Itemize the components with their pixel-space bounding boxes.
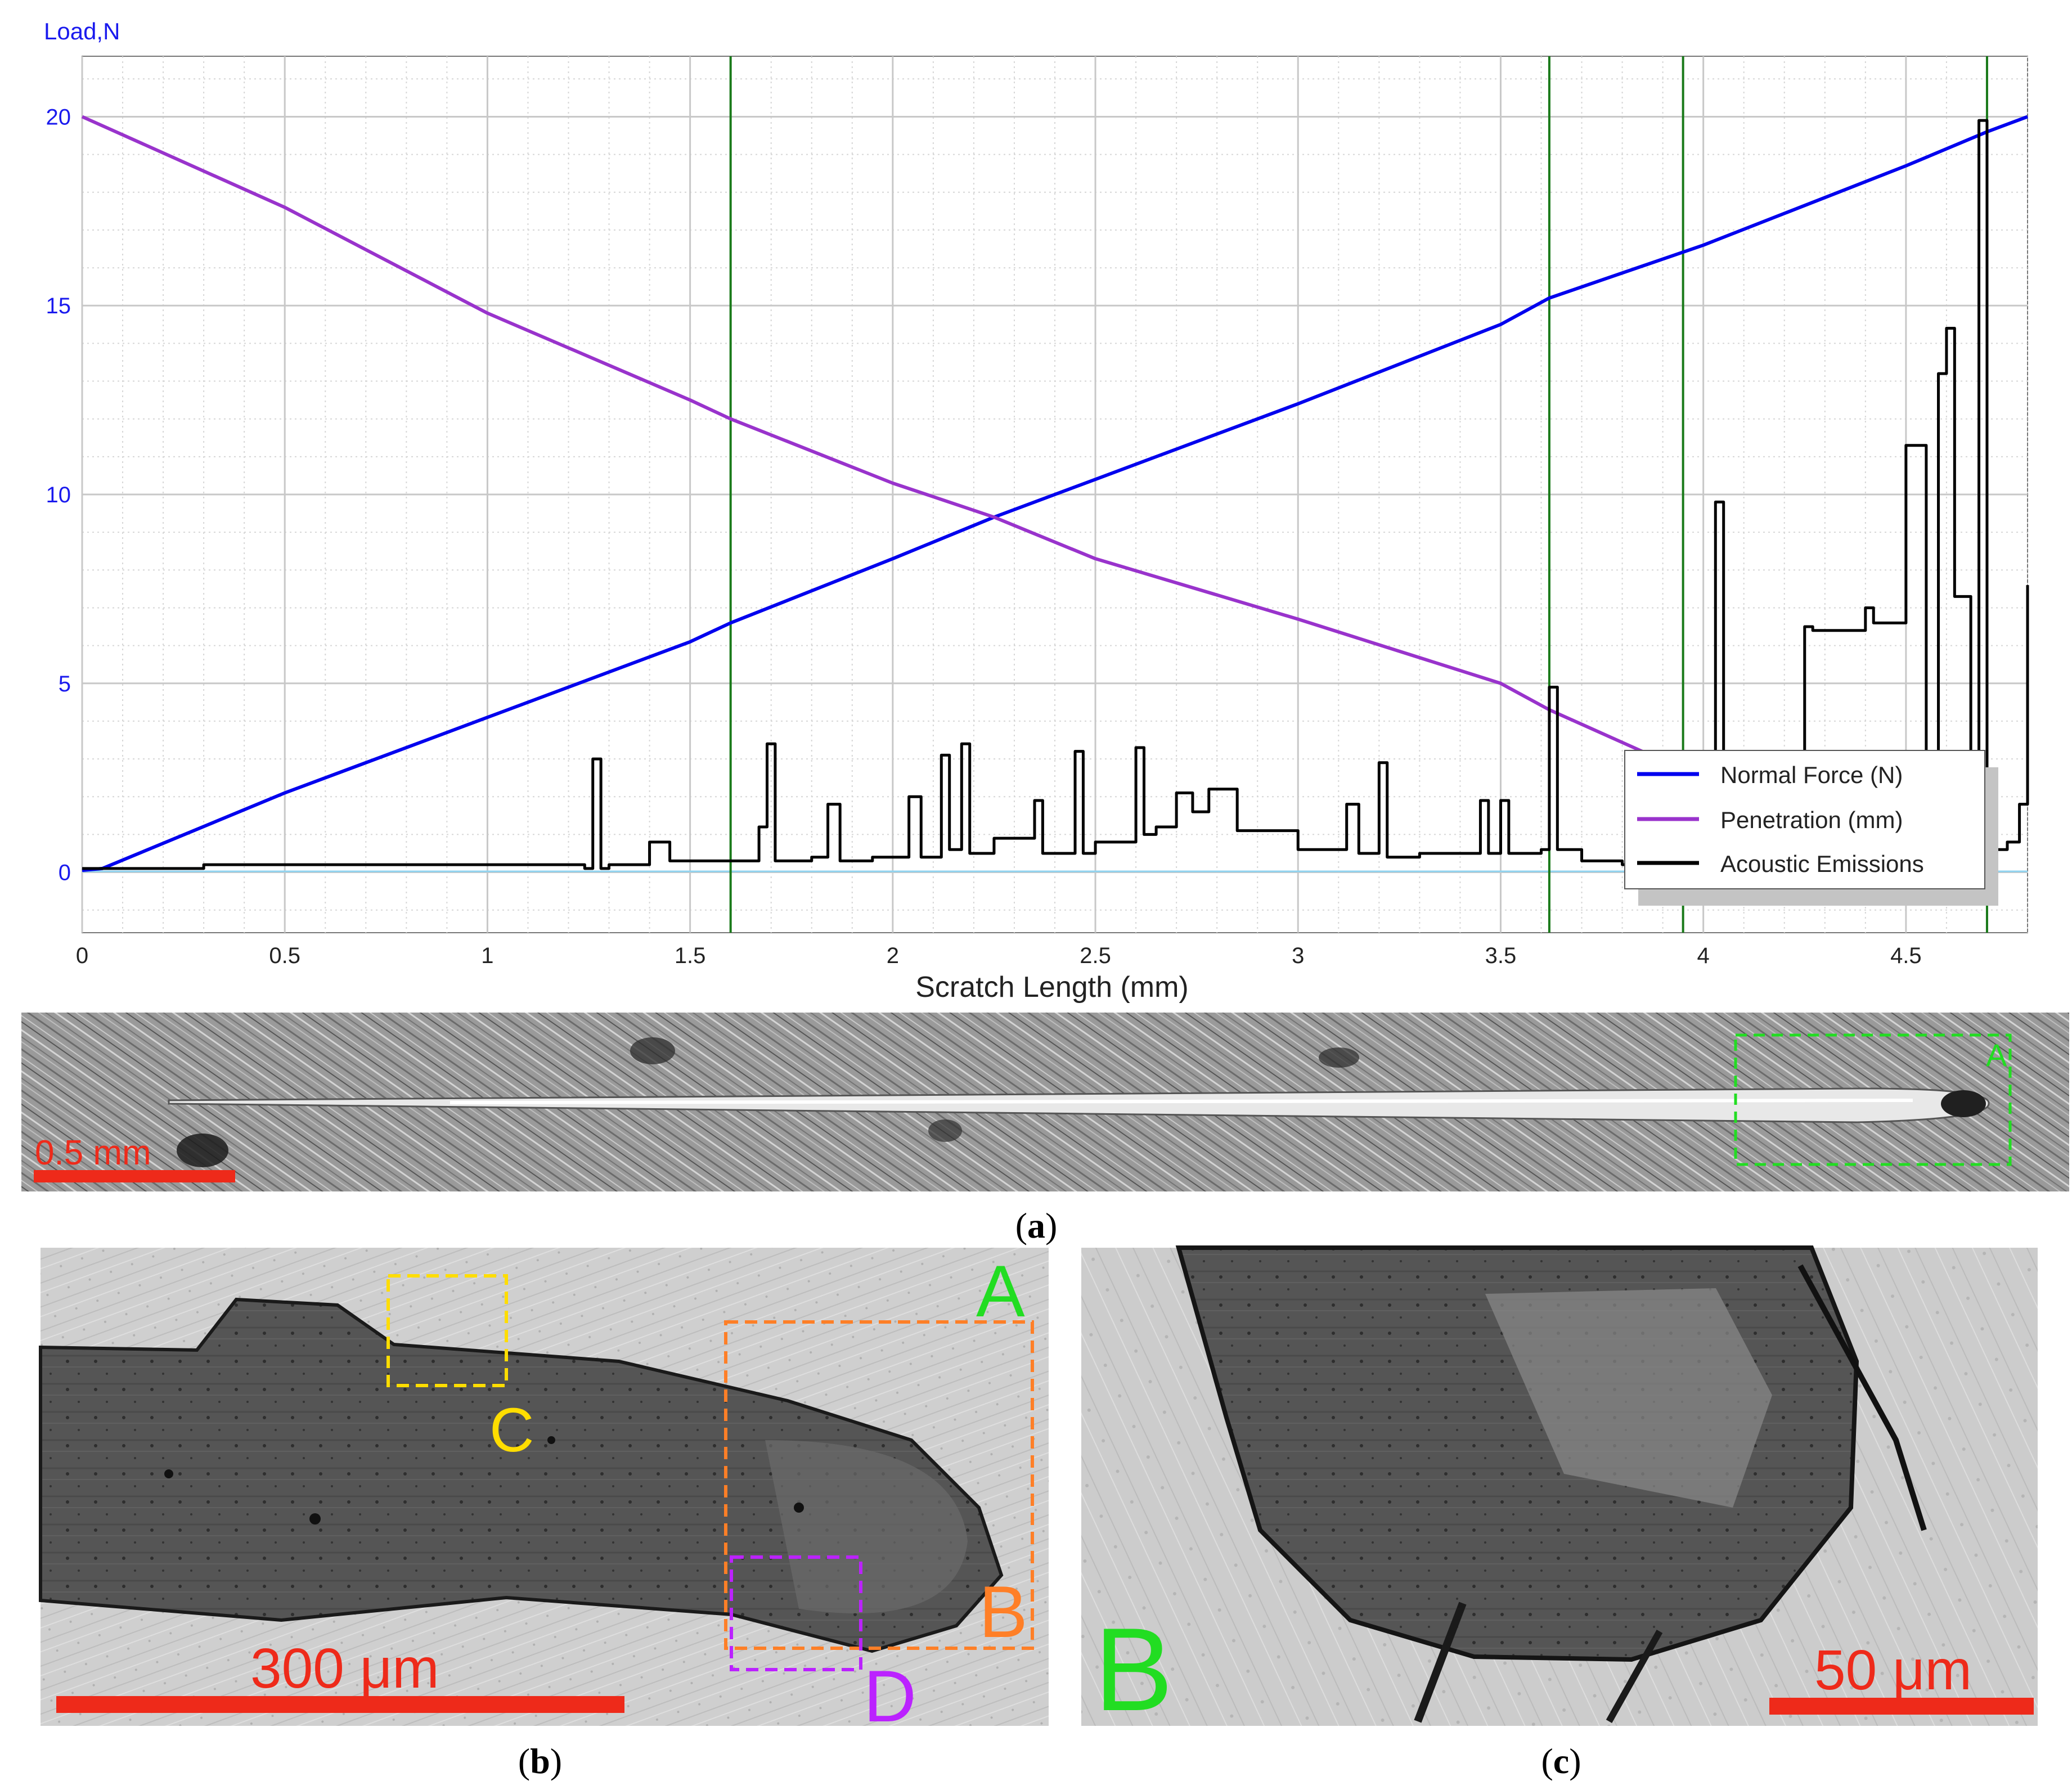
- x-tick-label: 1: [481, 943, 493, 968]
- sem-b-scratch-track: [39, 1297, 1004, 1653]
- sem-c-region-label: B: [1094, 1603, 1173, 1735]
- legend-label-penetration: Penetration (mm): [1720, 807, 1903, 833]
- sem-b-scale-text: 300 μm: [250, 1637, 439, 1700]
- y-tick-label: 15: [46, 294, 71, 318]
- x-tick-label: 3: [1292, 943, 1304, 968]
- region-c-box: [386, 1274, 508, 1387]
- sem-image-b: C B A D 300 μm: [39, 1248, 1049, 1737]
- scratch-track-center: [450, 1099, 1913, 1104]
- sem-c-crack: [1414, 1602, 1467, 1723]
- optical-scale-bar: [34, 1170, 235, 1182]
- sem-b-pore: [164, 1469, 173, 1478]
- sem-b-pore: [794, 1503, 804, 1513]
- x-tick-label: 0: [76, 943, 88, 968]
- x-tick-label: 4.5: [1890, 943, 1922, 968]
- sem-b-scratch-tip: [765, 1440, 968, 1613]
- sem-b-pore: [547, 1436, 555, 1444]
- acoustic-emissions-line: [82, 119, 2029, 870]
- region-b-box: [724, 1320, 1034, 1650]
- sem-c-scale-text: 50 μm: [1814, 1639, 1972, 1702]
- x-tick-labels: 0 0.5 1 1.5 2 2.5 3 3.5 4 4.5: [76, 943, 1922, 968]
- y-tick-label: 0: [59, 861, 71, 885]
- sem-c-crack: [1606, 1630, 1663, 1723]
- debris-spot: [928, 1119, 962, 1142]
- sem-c-crack: [1797, 1264, 1927, 1531]
- scratch-test-chart: 0 0.5 1 1.5 2 2.5 3 3.5 4 4.5 0 5 10 15 20 Load,N Scr…: [44, 18, 2029, 1004]
- region-d-box: [730, 1555, 862, 1671]
- sem-c-bright-flake: [1485, 1288, 1772, 1508]
- region-a-label-sem: A: [976, 1250, 1025, 1332]
- panel-b-letter: b: [530, 1741, 550, 1781]
- panel-a-caption: (a): [1015, 1206, 1058, 1245]
- x-axis-label: Scratch Length (mm): [915, 971, 1189, 1004]
- sem-image-c: B 50 μm: [1081, 1245, 2038, 1735]
- x-tick-label: 0.5: [269, 943, 300, 968]
- x-tick-label: 4: [1697, 943, 1710, 968]
- sem-c-scale-bar: [1769, 1698, 2034, 1715]
- y-tick-labels: 0 5 10 15 20: [46, 105, 71, 885]
- panel-c-letter: c: [1553, 1741, 1569, 1781]
- normal-force-line: [82, 115, 2029, 872]
- series-layer: [81, 115, 2029, 872]
- panel-c-caption: (c): [1541, 1741, 1581, 1781]
- region-a-box: [1734, 1033, 2012, 1166]
- x-tick-label: 2: [887, 943, 899, 968]
- y-tick-label: 20: [46, 105, 71, 129]
- sem-b-pore: [309, 1513, 321, 1524]
- debris-spot: [630, 1037, 675, 1064]
- y-tick-label: 5: [59, 672, 71, 696]
- x-tick-label: 3.5: [1485, 943, 1517, 968]
- debris-spot: [1319, 1047, 1359, 1068]
- region-d-label: D: [864, 1655, 916, 1737]
- region-c-label: C: [489, 1396, 534, 1465]
- scratch-end-cap: [1941, 1090, 1986, 1117]
- x-tick-label: 1.5: [675, 943, 706, 968]
- y-tick-label: 10: [46, 483, 71, 507]
- y-axis-label: Load,N: [44, 18, 120, 44]
- legend: Normal Force (N) Penetration (mm) Acoust…: [1624, 750, 1998, 906]
- legend-label-normal-force: Normal Force (N): [1720, 762, 1903, 788]
- panel-a-letter: a: [1027, 1206, 1045, 1245]
- panel-b-caption: (b): [518, 1741, 562, 1781]
- region-b-label: B: [979, 1571, 1028, 1653]
- sem-b-scale-bar: [56, 1696, 624, 1713]
- optical-scale-text: 0.5 mm: [35, 1134, 151, 1172]
- legend-label-acoustic-emissions: Acoustic Emissions: [1720, 851, 1924, 877]
- penetration-line: [81, 115, 1652, 757]
- debris-spot: [177, 1134, 228, 1167]
- scratch-track: [168, 1087, 1990, 1123]
- optical-scratch-image: A 0.5 mm: [21, 1013, 2069, 1191]
- region-a-label: A: [1986, 1037, 2007, 1073]
- x-tick-label: 2.5: [1080, 943, 1111, 968]
